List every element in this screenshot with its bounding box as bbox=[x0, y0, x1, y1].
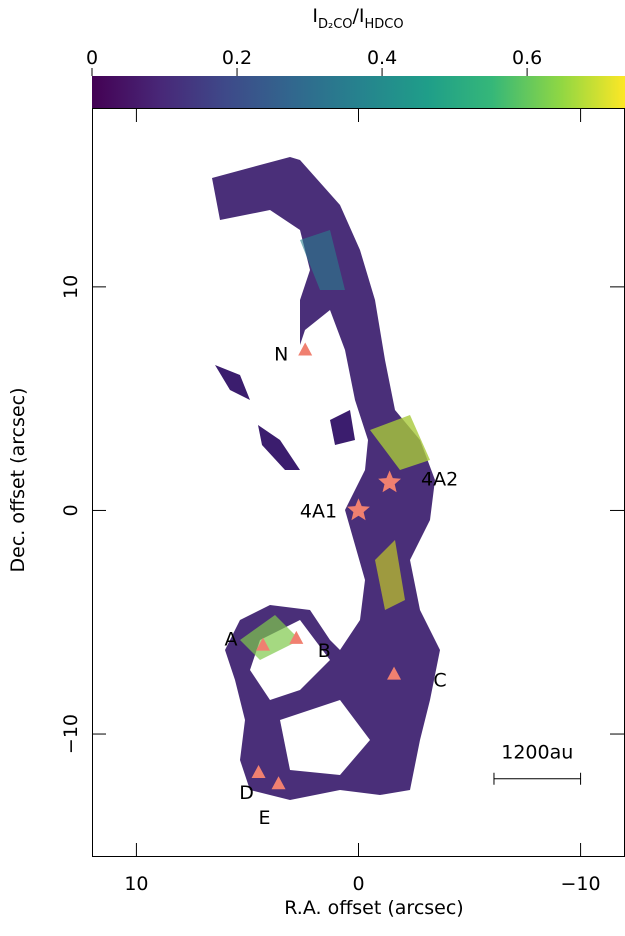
chart: R.A. offset (arcsec) Dec. offset (arcsec… bbox=[0, 0, 625, 932]
page: {"chart_data": { "type": "map", "x_label… bbox=[0, 0, 625, 932]
y-tick-label: 0 bbox=[60, 504, 82, 516]
y-axis-label: Dec. offset (arcsec) bbox=[7, 388, 29, 573]
colorbar-label-part: D₂CO bbox=[318, 17, 353, 32]
x-tick-label: −10 bbox=[561, 873, 601, 895]
source-label: C bbox=[433, 670, 446, 692]
source-marker bbox=[298, 342, 312, 355]
source-label: E bbox=[259, 807, 271, 829]
colorbar bbox=[92, 76, 625, 108]
source-label: N bbox=[274, 343, 288, 365]
source-label: 4A2 bbox=[421, 469, 458, 491]
scalebar-label: 1200au bbox=[501, 742, 573, 764]
colorbar-tick-label: 0.4 bbox=[367, 47, 397, 69]
x-tick-label: 0 bbox=[352, 873, 364, 895]
colorbar-label-part: HDCO bbox=[365, 17, 404, 32]
colorbar-label-part: /I bbox=[353, 5, 365, 27]
x-axis-label: R.A. offset (arcsec) bbox=[284, 897, 463, 919]
y-tick-label: 10 bbox=[60, 275, 82, 299]
source-label: D bbox=[239, 782, 254, 804]
emission-map bbox=[212, 157, 440, 800]
y-tick-label: −10 bbox=[60, 714, 82, 754]
source-label: 4A1 bbox=[300, 500, 337, 522]
x-tick-label: 10 bbox=[124, 873, 148, 895]
colorbar-label: ID₂CO/IHDCO bbox=[312, 5, 403, 32]
colorbar-tick-label: 0.6 bbox=[512, 47, 542, 69]
colorbar-tick-label: 0 bbox=[86, 47, 98, 69]
colorbar-tick-label: 0.2 bbox=[222, 47, 252, 69]
source-label: B bbox=[318, 640, 331, 662]
source-label: A bbox=[225, 629, 238, 651]
